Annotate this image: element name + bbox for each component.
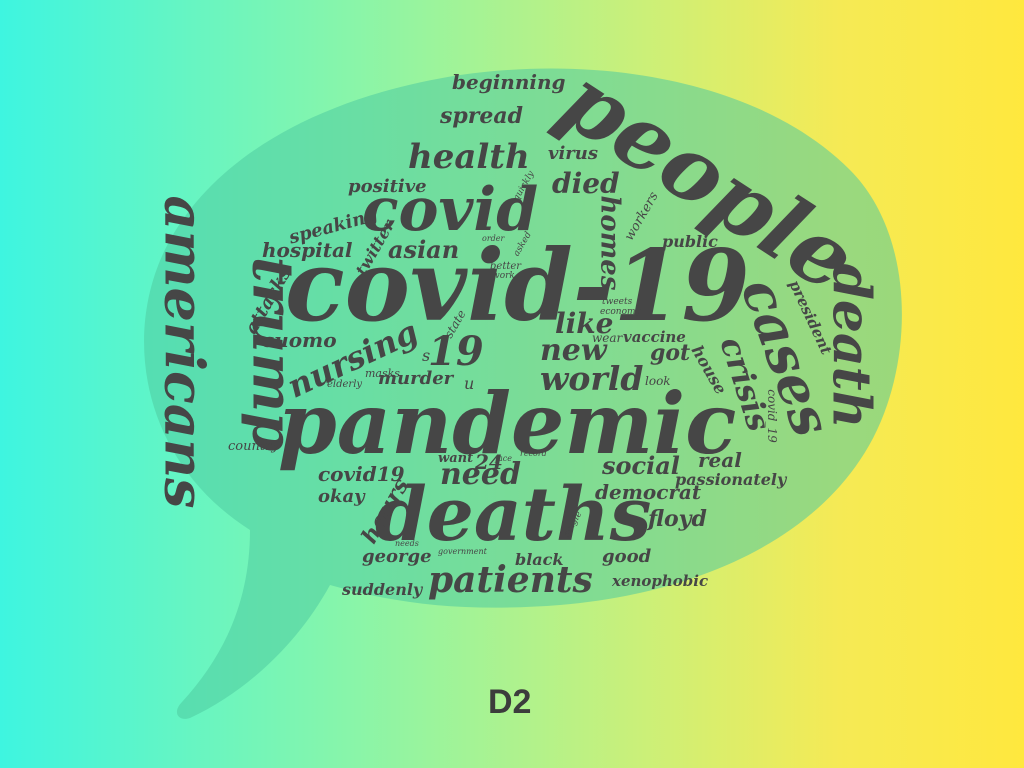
word-better: better (490, 261, 522, 272)
word-asian: asian (388, 235, 460, 264)
word-need: need (440, 457, 521, 492)
word-real: real (698, 448, 742, 472)
word-vaccine: vaccine (623, 328, 686, 346)
word-black: black (515, 550, 564, 569)
word-nineteen: 19 (428, 328, 484, 375)
word-country: country (228, 439, 279, 454)
word-masks: masks (365, 367, 400, 380)
word-positive: positive (348, 176, 427, 197)
word-social: social (602, 451, 680, 480)
word-george: george (362, 546, 432, 567)
word-new: new (540, 333, 607, 368)
word-okay: okay (318, 486, 365, 507)
word-work: work (492, 271, 515, 281)
word-floyd: floyd (648, 506, 707, 532)
word-beginning: beginning (452, 70, 566, 94)
word-health: health (408, 137, 530, 177)
word-covid: covid (362, 175, 539, 245)
word-democrat: democrat (595, 480, 702, 504)
word-record: record (520, 449, 547, 458)
word-got: got (650, 340, 691, 366)
word-like: like (555, 307, 614, 340)
word-covid-19-underscore: covid_19 (764, 389, 779, 443)
word-passionately: passionately (675, 470, 787, 489)
word-pandemic: pandemic (278, 374, 737, 473)
word-cuomo: cuomo (262, 328, 337, 352)
word-needs: needs (395, 539, 419, 548)
word-order: order (482, 234, 505, 243)
word-economy: economy (600, 307, 641, 317)
word-government: government (438, 547, 487, 556)
word-public: public (662, 232, 718, 251)
word-murder: murder (378, 368, 454, 389)
word-look: look (645, 374, 671, 388)
word-elderly: elderly (327, 379, 363, 390)
word-virus: virus (548, 143, 599, 164)
word-face: face (495, 454, 512, 463)
word-patients: patients (428, 559, 593, 601)
word-tweets: tweets (602, 297, 633, 307)
word-covid-19: covid-19 (285, 229, 750, 344)
word-twentyfour: 24 (475, 450, 503, 474)
word-xenophobic: xenophobic (612, 572, 709, 590)
word-died: died (552, 167, 620, 200)
word-homes: homes (594, 195, 625, 291)
word-good: good (602, 546, 652, 567)
word-americans: americans (152, 195, 217, 509)
word-hospital: hospital (262, 238, 353, 262)
word-covid19: covid19 (318, 462, 405, 486)
word-want: want (438, 451, 474, 466)
word-wear: wear (592, 331, 623, 345)
word-spread: spread (440, 103, 523, 129)
word-suddenly: suddenly (342, 580, 423, 599)
word-u: u (464, 374, 475, 393)
word-deaths: deaths (375, 472, 652, 558)
word-s: s (422, 346, 431, 365)
word-world: world (540, 359, 644, 398)
caption-label: D2 (488, 683, 532, 721)
